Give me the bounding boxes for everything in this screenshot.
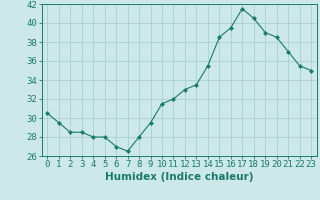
X-axis label: Humidex (Indice chaleur): Humidex (Indice chaleur): [105, 172, 253, 182]
